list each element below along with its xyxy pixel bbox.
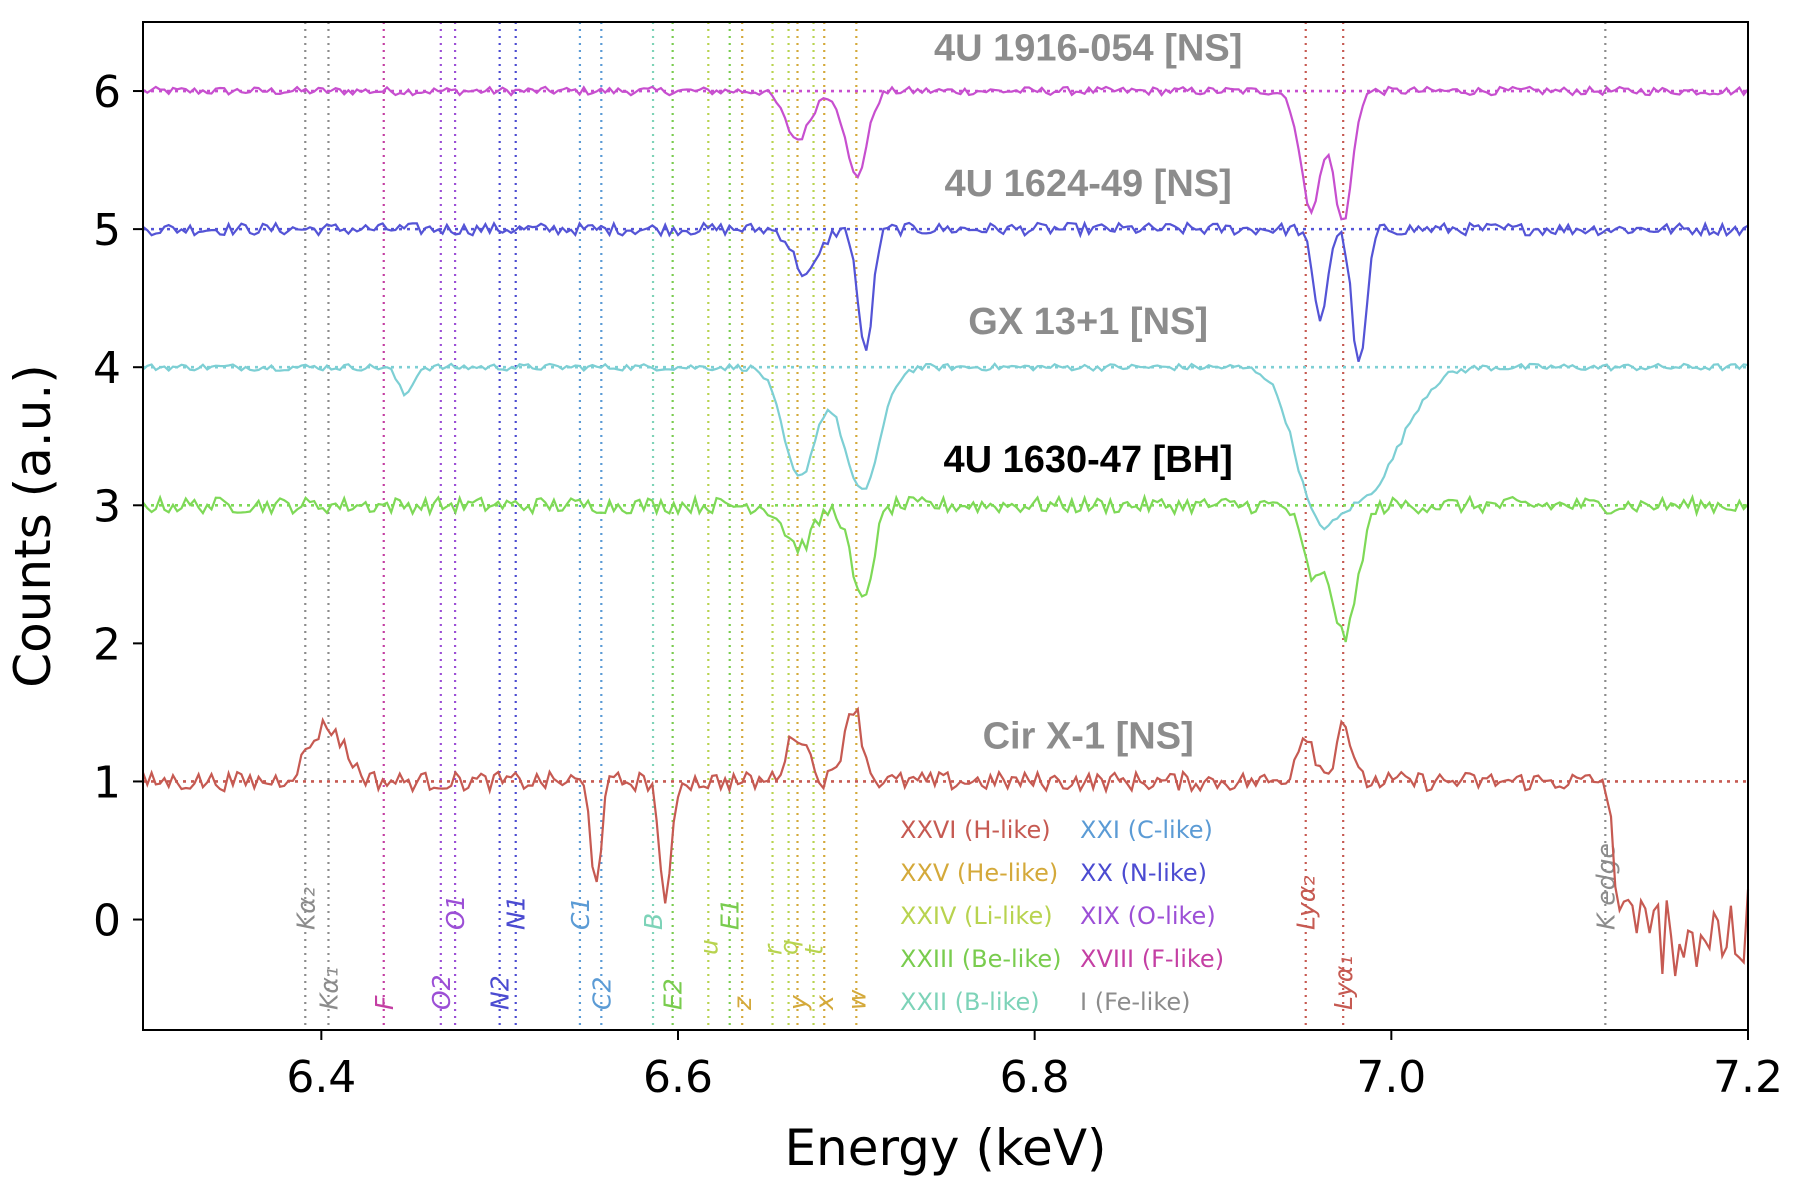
line-label: E2: [659, 978, 688, 1010]
x-axis-label: Energy (keV): [784, 1119, 1106, 1177]
y-tick-label: 3: [93, 481, 121, 532]
legend-item: XXV (He-like): [900, 859, 1058, 887]
line-label: O2: [427, 974, 456, 1010]
legend-item: XXVI (H-like): [900, 816, 1051, 844]
line-label: t: [800, 944, 829, 955]
x-tick-label: 7.0: [1356, 1052, 1426, 1103]
source-labels-layer: 4U 1916-054 [NS] 4U 1624-49 [NS] GX 13+1 […: [934, 28, 1242, 758]
legend: XXVI (H-like) XXV (He-like) XXIV (Li-like)…: [900, 816, 1224, 1016]
y-tick-label: 1: [93, 757, 121, 808]
series-layer: [141, 85, 1750, 977]
legend-item: XVIII (F-like): [1080, 945, 1224, 973]
line-label: w: [842, 989, 871, 1010]
y-tick-label: 4: [93, 343, 121, 394]
series-line-4: [141, 706, 1750, 977]
series-line-3: [142, 493, 1749, 643]
line-label: C1: [566, 897, 595, 930]
y-tick-label: 0: [93, 896, 121, 947]
line-label: y: [783, 994, 812, 1011]
x-tick-label: 6.4: [286, 1052, 356, 1103]
source-label: GX 13+1 [NS]: [968, 301, 1208, 343]
legend-item: XXII (B-like): [900, 988, 1040, 1016]
line-label: Lyα₂: [1292, 876, 1321, 930]
line-label: Lyα₁: [1329, 956, 1358, 1010]
line-label: Kα₂: [291, 887, 320, 930]
line-label: N1: [502, 895, 531, 930]
legend-item: XX (N-like): [1080, 859, 1207, 887]
source-label: 4U 1916-054 [NS]: [934, 28, 1242, 70]
plot-frame: [142, 21, 1749, 1031]
line-label: u: [694, 939, 723, 955]
legend-item: XIX (O-like): [1080, 902, 1216, 930]
series-line-2: [142, 362, 1749, 531]
line-label: x: [810, 995, 839, 1011]
line-label: q: [775, 939, 804, 955]
line-label: z: [728, 996, 757, 1011]
line-label: r: [759, 943, 788, 955]
source-label: 4U 1624-49 [NS]: [945, 163, 1232, 205]
axes-layer: 6.4 6.6 6.8 7.0 7.2 0 1 2 3 4 5 6: [93, 67, 1783, 1103]
line-label: F: [370, 995, 399, 1010]
y-tick-label: 5: [93, 205, 121, 256]
series-line-0: [142, 85, 1749, 221]
x-tick-label: 6.8: [1000, 1052, 1070, 1103]
legend-item: XXI (C-like): [1080, 816, 1213, 844]
line-label: B: [639, 913, 668, 930]
y-tick-label: 2: [93, 619, 121, 670]
line-markers-layer: Kα₂ Kα₁ F O2 O1 N2 N1 C1 C2 B E2 u E1 z rq y t x w Lyα₂ Lyα₁…: [291, 22, 1620, 1030]
source-label: Cir X-1 [NS]: [983, 715, 1194, 757]
y-tick-label: 6: [93, 67, 121, 118]
line-label: E1: [716, 898, 745, 930]
x-tick-label: 6.6: [643, 1052, 713, 1103]
legend-item: XXIV (Li-like): [900, 902, 1053, 930]
source-label: 4U 1630-47 [BH]: [943, 439, 1232, 481]
legend-item: I (Fe-like): [1080, 988, 1191, 1016]
line-label: Kα₁: [314, 967, 343, 1010]
series-line-1: [142, 220, 1749, 363]
x-tick-label: 7.2: [1713, 1052, 1783, 1103]
y-axis-label: Counts (a.u.): [4, 364, 62, 688]
line-label: C2: [587, 977, 616, 1010]
line-label: O1: [441, 894, 470, 930]
legend-item: XXIII (Be-like): [900, 945, 1062, 973]
line-label: N2: [486, 975, 515, 1010]
